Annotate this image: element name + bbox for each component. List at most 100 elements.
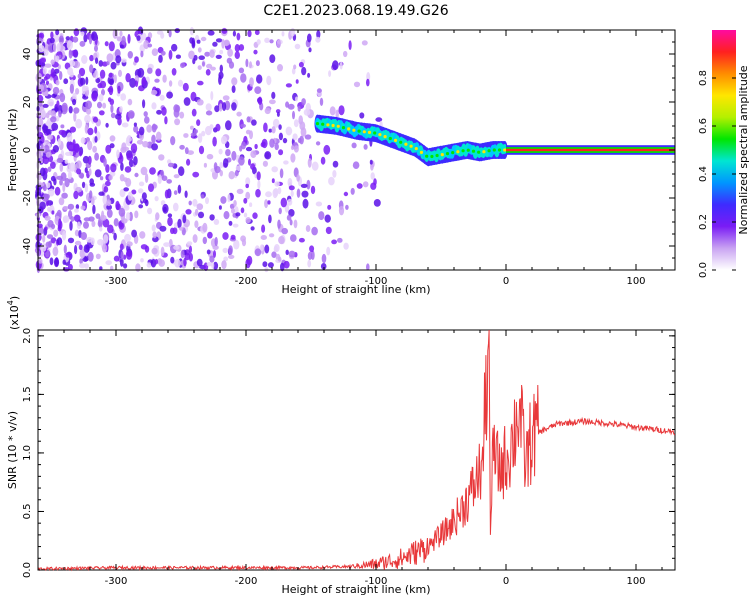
- heatmap-ridge-core: [357, 129, 361, 133]
- heatmap-cell: [156, 109, 162, 115]
- heatmap-cell: [226, 57, 233, 64]
- heatmap-cell: [160, 50, 166, 56]
- heatmap-cell: [151, 247, 158, 255]
- heatmap-cell: [296, 174, 300, 182]
- heatmap-cell: [180, 249, 185, 259]
- heatmap-cell: [250, 150, 257, 158]
- heatmap-cell: [186, 158, 191, 166]
- heatmap-cell: [42, 234, 46, 243]
- snr-frame: [37, 329, 676, 571]
- heatmap-cell: [98, 60, 104, 67]
- heatmap-cell: [192, 171, 200, 178]
- heatmap-ridge-core: [347, 127, 351, 131]
- heatmap-cell: [58, 35, 65, 44]
- heatmap-cell: [269, 138, 275, 148]
- heatmap-cell: [69, 60, 76, 67]
- heatmap-cell: [149, 167, 156, 175]
- heatmap-cell: [315, 36, 321, 43]
- heatmap-cell: [241, 238, 247, 247]
- heatmap-cell: [119, 221, 123, 228]
- heatmap-cell: [80, 205, 86, 210]
- heatmap-cell: [201, 130, 206, 137]
- heatmap-cell: [234, 169, 239, 177]
- heatmap-cell: [106, 204, 112, 210]
- heatmap-cell: [315, 141, 321, 146]
- heatmap-cell: [335, 109, 339, 120]
- heatmap-ridge-core: [388, 136, 392, 141]
- heatmap-cell: [57, 138, 62, 146]
- heatmap-cell: [143, 40, 150, 50]
- heatmap-cell: [79, 248, 86, 259]
- heatmap-cell: [366, 263, 370, 271]
- heatmap-cell: [82, 155, 90, 164]
- heatmap-cell: [227, 48, 234, 57]
- heatmap-cell: [228, 220, 233, 226]
- heatmap-cell: [47, 166, 52, 173]
- heatmap-cell: [245, 258, 251, 269]
- heatmap-cell: [278, 207, 282, 215]
- heatmap-cell: [110, 163, 117, 173]
- heatmap-ridge-core: [321, 122, 325, 126]
- heatmap-cell: [307, 157, 312, 168]
- heatmap-cell: [305, 225, 311, 232]
- heatmap-cell: [52, 145, 60, 153]
- heatmap-cell: [108, 72, 113, 78]
- heatmap-cell: [184, 252, 191, 261]
- heatmap-cell: [278, 236, 285, 245]
- heatmap-cell: [194, 208, 199, 216]
- heatmap-ridge-core: [435, 153, 439, 158]
- heatmap-cell: [369, 159, 373, 165]
- heatmap-cell: [256, 171, 261, 181]
- heatmap-cell: [91, 220, 96, 227]
- heatmap-cell: [187, 150, 194, 156]
- heatmap-cell: [78, 244, 83, 251]
- heatmap-cell: [128, 159, 134, 168]
- heatmap-cell: [119, 257, 124, 267]
- heatmap-cell: [119, 30, 123, 37]
- heatmap-cell: [120, 93, 127, 101]
- heatmap-cell: [301, 190, 309, 198]
- heatmap-cell: [352, 161, 360, 169]
- heatmap-cell: [148, 183, 154, 192]
- heatmap-cell: [119, 44, 124, 49]
- heatmap-cell: [223, 158, 229, 168]
- heatmap-cell: [278, 124, 282, 130]
- heatmap-cell: [327, 204, 332, 210]
- heatmap-cell: [287, 198, 293, 206]
- heatmap-cell: [142, 141, 149, 148]
- heatmap-cell: [256, 74, 263, 84]
- heatmap-cell: [102, 243, 108, 253]
- heatmap-cell: [275, 109, 281, 114]
- heatmap-cell: [106, 53, 114, 63]
- heatmap-cell: [113, 255, 120, 262]
- heatmap-cell: [157, 174, 162, 185]
- top-x-tick-label: 100: [626, 276, 645, 287]
- heatmap-cell: [290, 145, 295, 151]
- heatmap-cell: [47, 98, 55, 107]
- heatmap-cell: [139, 231, 146, 239]
- heatmap-ridge-core: [425, 154, 429, 158]
- heatmap-cell: [205, 197, 209, 205]
- heatmap-cell: [246, 116, 251, 123]
- heatmap-cell: [277, 219, 281, 229]
- heatmap-cell: [99, 266, 103, 271]
- heatmap-cell: [210, 66, 216, 71]
- heatmap-cell: [154, 258, 159, 265]
- heatmap-cell: [245, 183, 249, 189]
- heatmap-cell: [142, 99, 146, 109]
- heatmap-cell: [88, 216, 95, 222]
- heatmap-cell: [236, 188, 244, 195]
- heatmap-cell: [277, 63, 283, 72]
- heatmap-cell: [84, 114, 91, 124]
- heatmap-ridge-core: [409, 144, 413, 148]
- heatmap-cell: [68, 150, 74, 157]
- heatmap-cell: [232, 30, 236, 37]
- heatmap-cell: [285, 249, 289, 255]
- heatmap-cell: [243, 197, 248, 204]
- heatmap-cell: [252, 212, 258, 219]
- heatmap-cell: [295, 79, 299, 84]
- heatmap-cell: [241, 141, 246, 150]
- heatmap-cell: [206, 262, 213, 267]
- bottom-y-tick-label: 2.0: [22, 328, 33, 344]
- bottom-y-axis-label: SNR (10 * v/v): [6, 411, 19, 489]
